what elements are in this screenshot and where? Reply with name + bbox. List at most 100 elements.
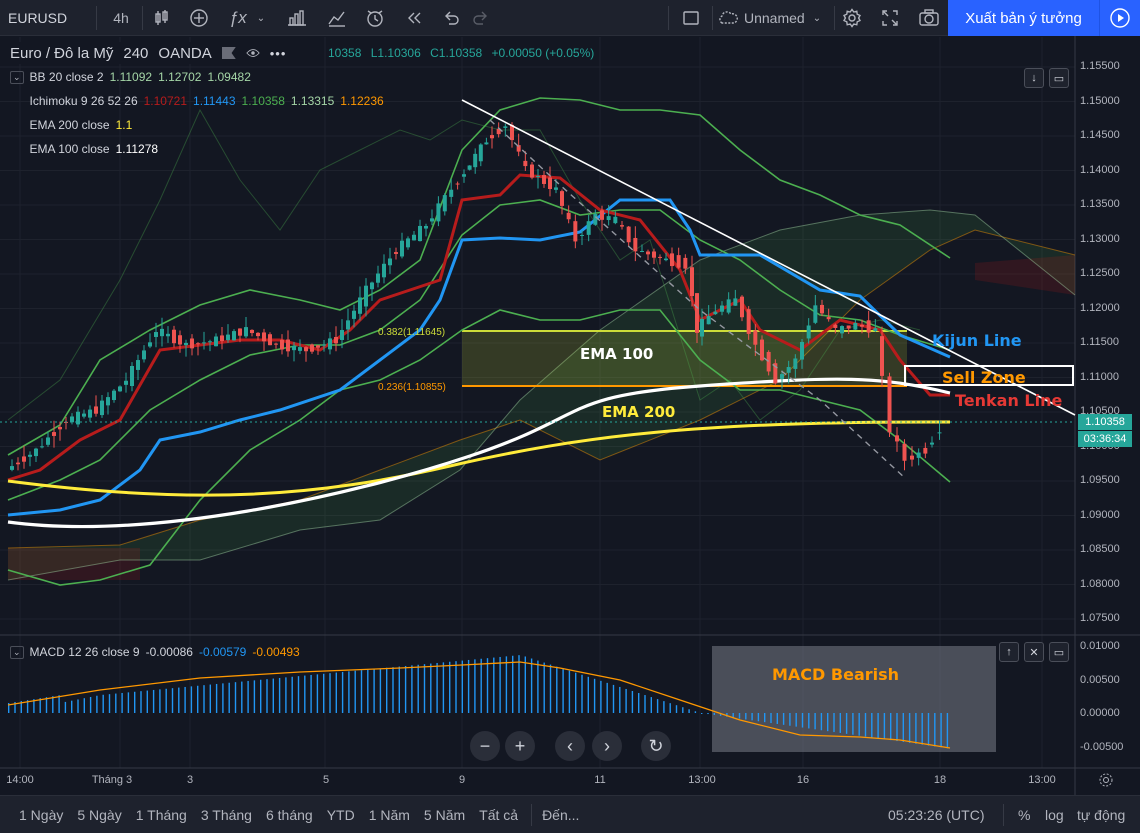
publish-idea-button[interactable]: Xuất bản ý tưởng bbox=[948, 0, 1099, 36]
auto-toggle[interactable]: tự động bbox=[1077, 806, 1126, 823]
range-button[interactable]: Tất cả bbox=[479, 806, 519, 823]
percent-toggle[interactable]: % bbox=[1018, 806, 1031, 823]
utc-clock[interactable]: 05:23:26 (UTC) bbox=[888, 806, 985, 823]
ohlc-readout: 10358 L1.10306 C1.10358 +0.00050 (+0.05%… bbox=[328, 46, 594, 60]
candle-body bbox=[232, 331, 236, 341]
ichimoku-cloud-bear bbox=[975, 255, 1075, 295]
macd-histogram-bar bbox=[411, 665, 413, 713]
macd-histogram-bar bbox=[612, 684, 615, 713]
range-button[interactable]: 3 Tháng bbox=[200, 806, 252, 823]
log-toggle[interactable]: log bbox=[1045, 806, 1064, 823]
alert-button[interactable] bbox=[360, 0, 390, 36]
more-icon[interactable]: ••• bbox=[269, 45, 287, 61]
close-icon: ✕ bbox=[1029, 646, 1039, 659]
bar-chart-icon bbox=[288, 10, 306, 26]
axis-settings-button[interactable] bbox=[1097, 771, 1115, 789]
macd-histogram-bar bbox=[404, 665, 407, 713]
range-button[interactable]: 1 Ngày bbox=[19, 806, 64, 823]
flag-icon[interactable] bbox=[221, 47, 236, 59]
eye-icon[interactable] bbox=[246, 47, 260, 59]
time-tick-label: 14:00 bbox=[6, 774, 34, 786]
symbol-label: EURUSD bbox=[8, 10, 68, 26]
range-button[interactable]: 1 Năm bbox=[368, 806, 410, 823]
close-pane-button[interactable]: ✕ bbox=[1024, 642, 1044, 662]
move-pane-up-button[interactable]: ↑ bbox=[999, 642, 1019, 662]
snapshot-button[interactable] bbox=[914, 0, 944, 36]
fullscreen-button[interactable] bbox=[876, 0, 904, 36]
candle-body bbox=[412, 234, 416, 241]
redo-button[interactable] bbox=[466, 0, 496, 36]
maximize-pane-button[interactable]: ▭ bbox=[1049, 68, 1069, 88]
chart-canvas[interactable]: 0.382(1.11645) 0.236(1.10855) bbox=[0, 36, 1140, 795]
candle-body bbox=[923, 447, 928, 454]
candle-body bbox=[82, 413, 86, 417]
macd-histogram-bar bbox=[877, 713, 879, 739]
collapse-icon[interactable]: ⌄ bbox=[10, 645, 24, 659]
candle-body bbox=[400, 240, 404, 257]
macd-histogram-bar bbox=[908, 713, 911, 743]
macd-histogram-bar bbox=[682, 707, 684, 713]
interval-label: 4h bbox=[113, 10, 129, 26]
fullscreen-select-button[interactable] bbox=[676, 0, 706, 36]
indicators-button[interactable]: ƒx ⌄ bbox=[222, 0, 272, 36]
bottom-toolbar: 1 Ngày 5 Ngày 1 Tháng 3 Tháng 6 tháng YTD 1 Nă… bbox=[0, 795, 1140, 833]
range-button[interactable]: 1 Tháng bbox=[135, 806, 187, 823]
macd-histogram-bar bbox=[776, 713, 778, 724]
scroll-right-button[interactable]: › bbox=[592, 731, 622, 761]
templates-button[interactable] bbox=[322, 0, 352, 36]
candle-body bbox=[154, 332, 158, 337]
symbol-search-button[interactable]: EURUSD bbox=[8, 0, 78, 36]
settings-button[interactable] bbox=[838, 0, 866, 36]
macd-histogram-bar bbox=[430, 663, 432, 713]
macd-histogram-bar bbox=[701, 713, 703, 714]
symbol-full-name: Euro / Đô la Mỹ bbox=[10, 44, 114, 62]
indicator-row[interactable]: ⌄Ichimoku 9 26 52 261.107211.114431.1035… bbox=[10, 94, 384, 108]
macd-histogram-bar bbox=[423, 664, 426, 713]
range-button[interactable]: 5 Năm bbox=[423, 806, 466, 823]
candle-body bbox=[806, 325, 811, 339]
time-tick-label: Tháng 3 bbox=[91, 774, 133, 786]
range-button[interactable]: 5 Ngày bbox=[77, 806, 122, 823]
range-button[interactable]: 6 tháng bbox=[265, 806, 313, 823]
macd-histogram-bar bbox=[467, 659, 470, 713]
financials-button[interactable] bbox=[282, 0, 312, 36]
candle-body bbox=[322, 344, 326, 346]
compare-button[interactable] bbox=[184, 0, 214, 36]
symbol-header[interactable]: Euro / Đô la Mỹ 240 OANDA ••• bbox=[6, 42, 291, 64]
candle-body bbox=[820, 304, 824, 314]
range-button[interactable]: YTD bbox=[326, 806, 355, 823]
indicator-value: 1.10721 bbox=[143, 94, 188, 108]
replay-button[interactable] bbox=[400, 0, 430, 36]
candle-body bbox=[28, 454, 32, 457]
layout-menu-button[interactable]: Unnamed ⌄ bbox=[716, 0, 832, 36]
scroll-down-button[interactable]: ↓ bbox=[1024, 68, 1044, 88]
chart-type-button[interactable] bbox=[146, 0, 176, 36]
zoom-out-button[interactable]: − bbox=[470, 731, 500, 761]
macd-histogram-bar bbox=[883, 713, 886, 740]
macd-histogram-bar bbox=[45, 697, 48, 713]
macd-histogram-bar bbox=[241, 681, 243, 713]
candle-body bbox=[566, 212, 571, 220]
play-button[interactable] bbox=[1099, 0, 1140, 36]
macd-histogram-bar bbox=[121, 692, 123, 713]
undo-button[interactable] bbox=[436, 0, 466, 36]
candle-body bbox=[503, 126, 508, 128]
macd-histogram-bar bbox=[480, 658, 482, 713]
goto-date-button[interactable]: Đến... bbox=[542, 806, 580, 823]
zoom-in-button[interactable]: + bbox=[505, 731, 535, 761]
ohlc-close: C1.10358 bbox=[430, 46, 483, 60]
macd-histogram-bar bbox=[764, 713, 766, 723]
interval-button[interactable]: 4h bbox=[106, 0, 136, 36]
macd-histogram-bar bbox=[461, 660, 463, 713]
candle-body bbox=[352, 310, 356, 319]
scroll-left-button[interactable]: ‹ bbox=[555, 731, 585, 761]
indicator-value: 1.12702 bbox=[158, 70, 202, 84]
indicator-row[interactable]: ⌄ BB 20 close 2 1.11092 1.12702 1.09482 bbox=[10, 70, 251, 84]
senkou-b-line bbox=[7, 209, 1076, 581]
maximize-macd-pane-button[interactable]: ▭ bbox=[1049, 642, 1069, 662]
macd-histogram-bar bbox=[335, 672, 337, 713]
collapse-icon[interactable]: ⌄ bbox=[10, 70, 24, 84]
reset-chart-button[interactable]: ↻ bbox=[641, 731, 671, 761]
